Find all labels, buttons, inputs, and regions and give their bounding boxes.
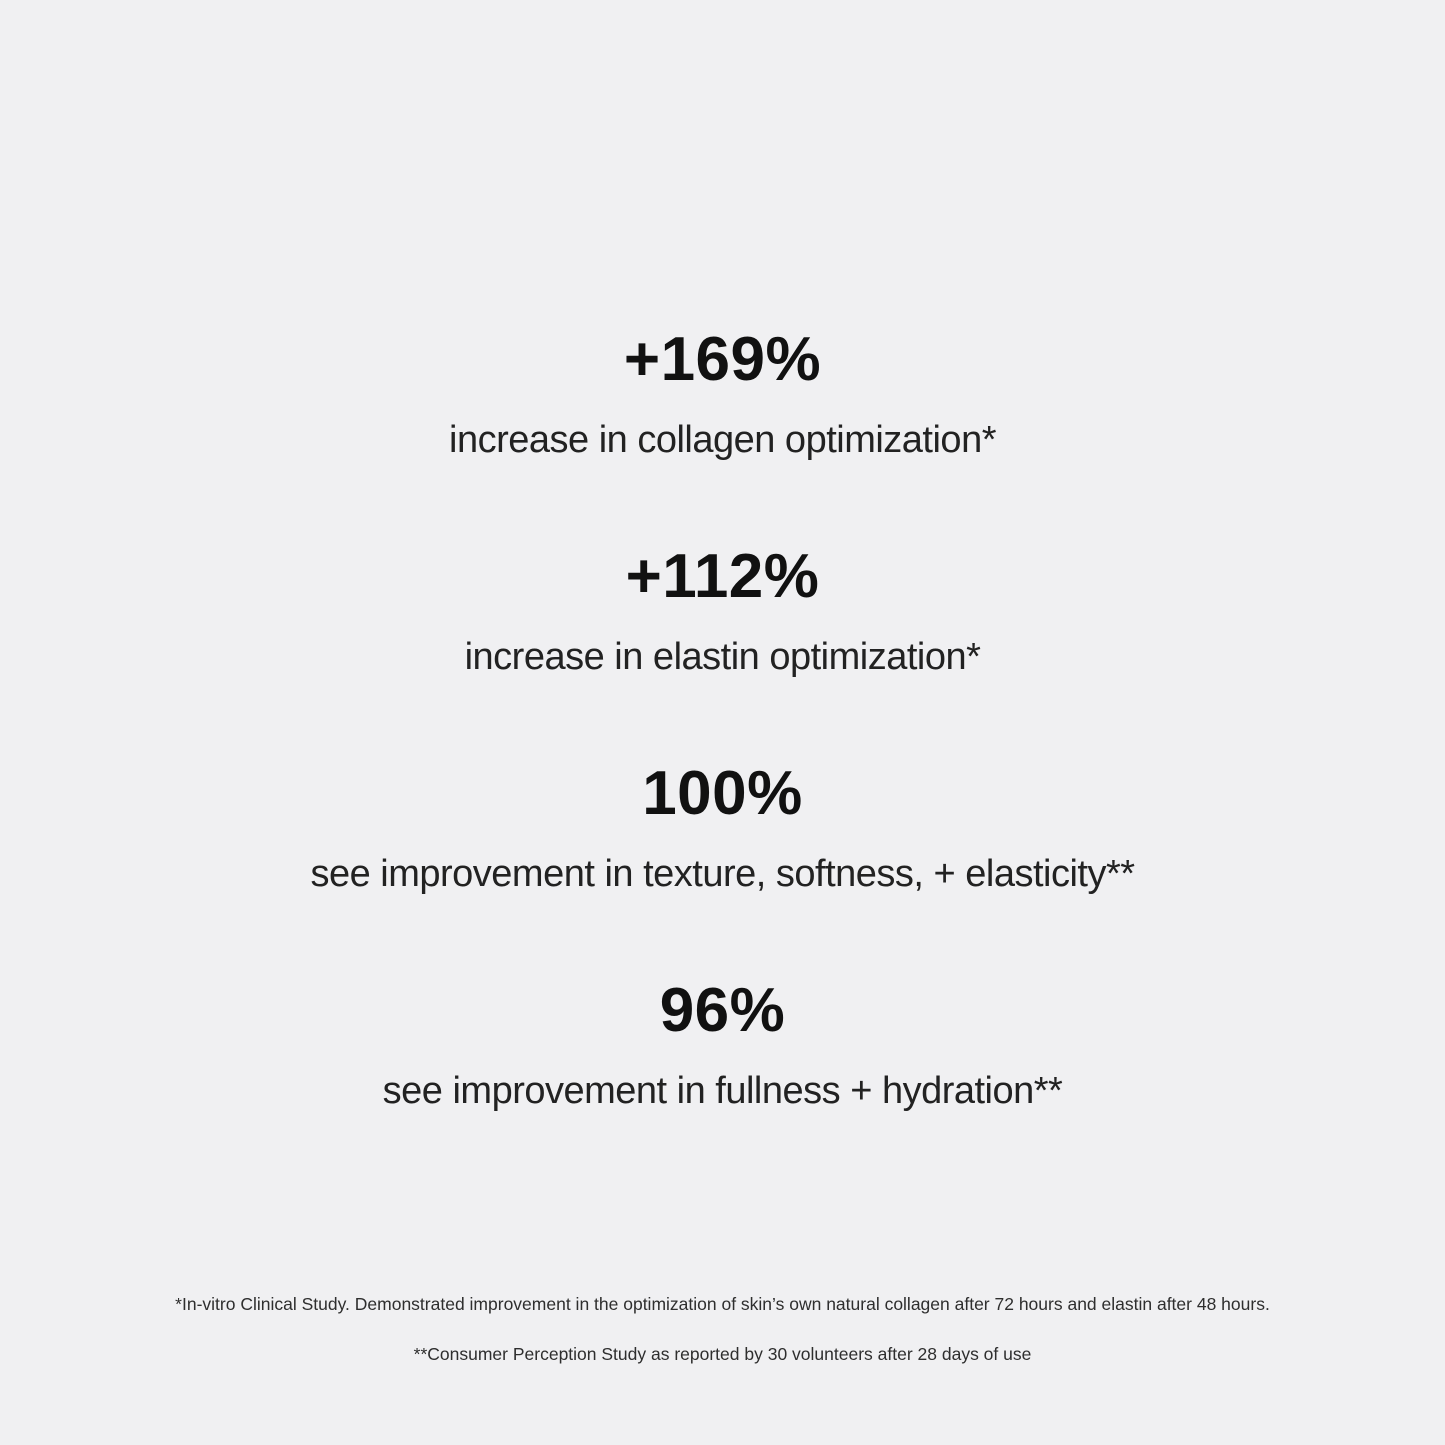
footnote-clinical-study: *In-vitro Clinical Study. Demonstrated i… xyxy=(175,1294,1270,1314)
stat-collagen: +169% increase in collagen optimization* xyxy=(0,329,1445,463)
stat-fullness-value: 96% xyxy=(659,976,786,1045)
footnotes-section: *In-vitro Clinical Study. Demonstrated i… xyxy=(0,1294,1445,1364)
stat-collagen-label: increase in collagen optimization* xyxy=(449,419,997,461)
stat-collagen-value: +169% xyxy=(623,325,822,394)
stats-section: +169% increase in collagen optimization*… xyxy=(0,329,1445,1114)
stat-texture-label: see improvement in texture, softness, + … xyxy=(310,853,1135,895)
stat-texture: 100% see improvement in texture, softnes… xyxy=(0,763,1445,897)
stat-elastin: +112% increase in elastin optimization* xyxy=(0,546,1445,680)
stat-fullness-label: see improvement in fullness + hydration*… xyxy=(382,1070,1063,1112)
stat-fullness: 96% see improvement in fullness + hydrat… xyxy=(0,980,1445,1114)
stat-elastin-value: +112% xyxy=(625,542,820,611)
stat-elastin-label: increase in elastin optimization* xyxy=(464,636,981,678)
stat-texture-value: 100% xyxy=(642,759,803,828)
footnote-consumer-study: **Consumer Perception Study as reported … xyxy=(413,1344,1032,1364)
